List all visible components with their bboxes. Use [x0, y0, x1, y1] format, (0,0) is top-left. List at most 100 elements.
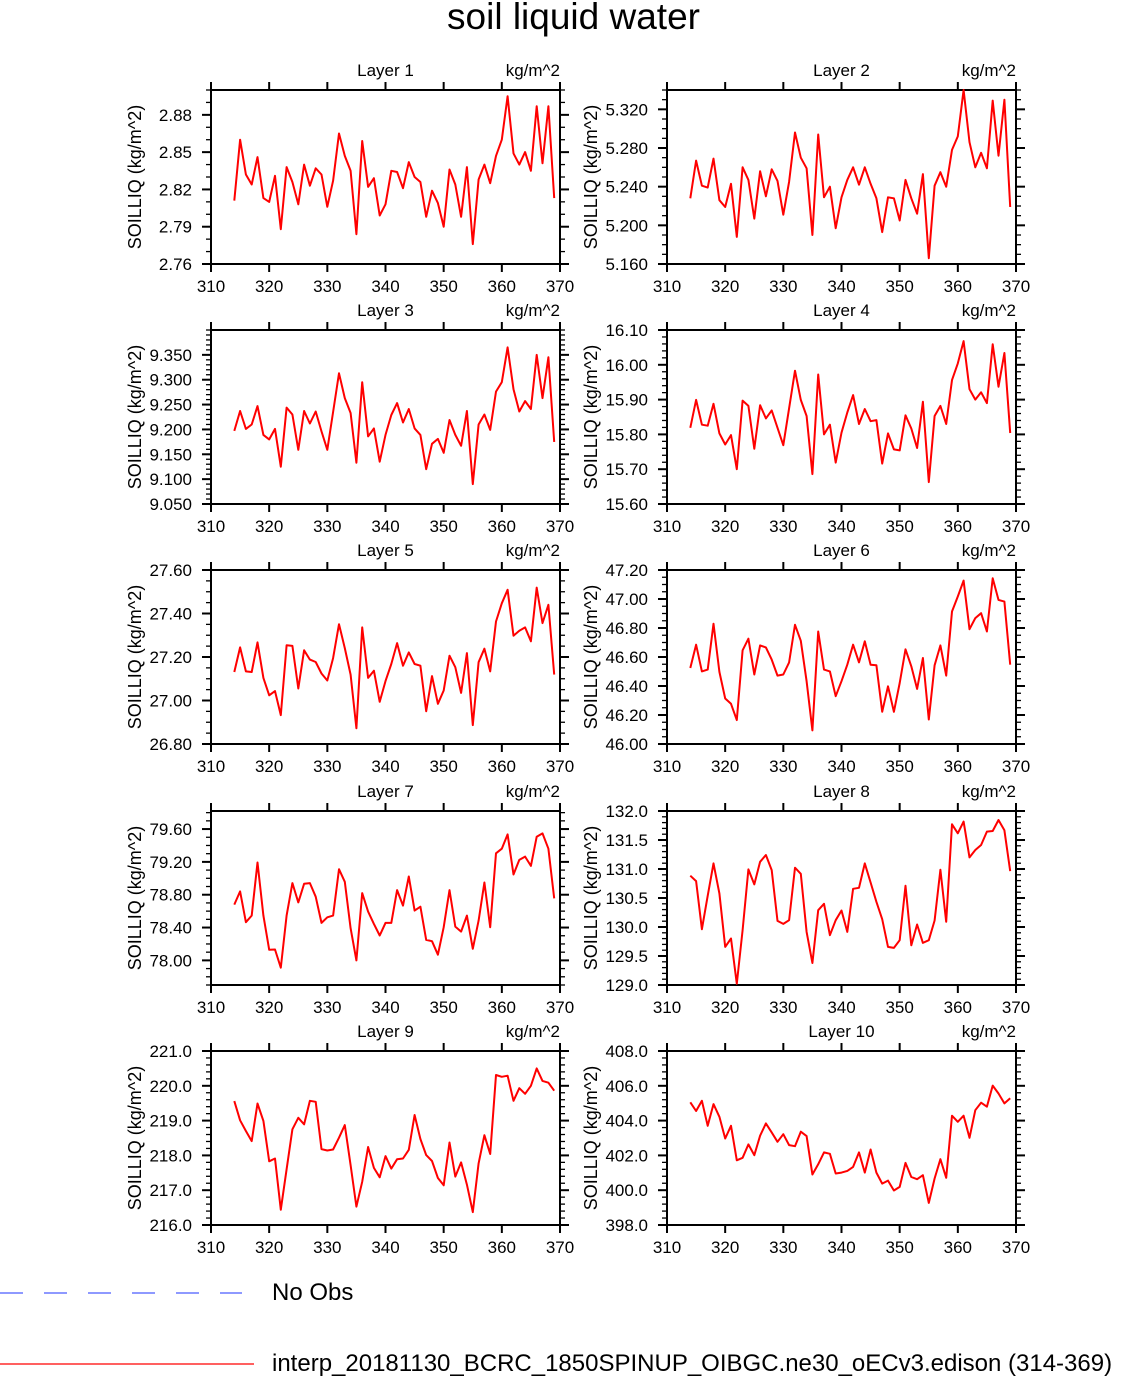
legend-label-no-obs: No Obs — [272, 1279, 354, 1306]
panel-layer-3: 310 320 330 340 350 360 370 9.050 9.100 9.150 9.20… — [125, 301, 574, 536]
x-tick-label: 310 — [653, 1238, 681, 1257]
x-tick-label: 320 — [255, 1238, 283, 1257]
x-tick-label: 340 — [371, 757, 399, 776]
y-tick-label: 131.5 — [605, 831, 648, 850]
series-line — [689, 819, 1012, 985]
x-tick-label: 350 — [885, 277, 913, 296]
y-tick-label: 221.0 — [149, 1042, 192, 1061]
y-tick-label: 46.80 — [605, 619, 648, 638]
y-axis-label: SOILLIQ (kg/m^2) — [581, 585, 601, 729]
y-tick-label: 47.20 — [605, 561, 648, 580]
y-axis-label: SOILLIQ (kg/m^2) — [125, 1066, 145, 1210]
x-tick-label: 330 — [769, 757, 797, 776]
x-tick-label: 360 — [488, 1238, 516, 1257]
x-tick-label: 350 — [885, 998, 913, 1017]
y-tick-label: 404.0 — [605, 1112, 648, 1131]
x-tick-label: 360 — [944, 1238, 972, 1257]
panel-title: Layer 8 — [813, 782, 870, 801]
y-tick-label: 5.200 — [605, 216, 648, 235]
x-tick-label: 350 — [885, 1238, 913, 1257]
y-tick-label: 15.80 — [605, 425, 648, 444]
panel-title: Layer 1 — [357, 61, 414, 80]
panel-units: kg/m^2 — [506, 1022, 560, 1041]
panel-units: kg/m^2 — [962, 541, 1016, 560]
x-tick-label: 330 — [313, 1238, 341, 1257]
panel-layer-7: 310 320 330 340 350 360 370 78.00 78.40 78.80 79.2… — [125, 782, 574, 1017]
panel-title: Layer 7 — [357, 782, 414, 801]
x-tick-label: 350 — [429, 1238, 457, 1257]
x-tick-label: 310 — [197, 998, 225, 1017]
panel-units: kg/m^2 — [506, 301, 560, 320]
panel-title: Layer 6 — [813, 541, 870, 560]
x-tick-label: 350 — [885, 517, 913, 536]
x-tick-label: 360 — [944, 277, 972, 296]
x-tick-label: 320 — [255, 998, 283, 1017]
y-tick-label: 408.0 — [605, 1042, 648, 1061]
y-tick-label: 5.240 — [605, 178, 648, 197]
x-tick-label: 360 — [488, 757, 516, 776]
x-tick-label: 340 — [827, 998, 855, 1017]
plot-frame — [666, 569, 1017, 745]
x-tick-label: 360 — [488, 277, 516, 296]
plot-frame — [666, 1050, 1017, 1226]
y-tick-label: 9.150 — [149, 445, 192, 464]
panel-units: kg/m^2 — [506, 782, 560, 801]
y-axis-label: SOILLIQ (kg/m^2) — [581, 345, 601, 489]
y-axis-label: SOILLIQ (kg/m^2) — [125, 585, 145, 729]
x-tick-label: 310 — [653, 277, 681, 296]
panel-layer-1: 310 320 330 340 350 360 370 2.76 2.79 2.82 2.85 2.8… — [125, 61, 574, 296]
x-tick-label: 360 — [944, 998, 972, 1017]
plot-frame — [666, 329, 1017, 505]
y-tick-label: 130.5 — [605, 889, 648, 908]
y-tick-label: 46.00 — [605, 735, 648, 754]
panel-units: kg/m^2 — [962, 301, 1016, 320]
y-tick-label: 2.76 — [159, 255, 192, 274]
y-tick-label: 46.20 — [605, 706, 648, 725]
x-tick-label: 330 — [769, 277, 797, 296]
x-tick-label: 370 — [1002, 517, 1030, 536]
y-tick-label: 27.40 — [149, 605, 192, 624]
figure-title: soil liquid water — [447, 0, 700, 37]
y-axis-label: SOILLIQ (kg/m^2) — [125, 826, 145, 970]
y-tick-label: 46.60 — [605, 648, 648, 667]
series-line — [233, 586, 556, 730]
y-tick-label: 5.160 — [605, 255, 648, 274]
panel-layer-6: 310 320 330 340 350 360 370 46.00 46.20 46.40 46.6… — [581, 541, 1030, 776]
x-tick-label: 330 — [313, 517, 341, 536]
y-tick-label: 16.00 — [605, 356, 648, 375]
series-line — [689, 577, 1012, 732]
panel-units: kg/m^2 — [962, 1022, 1016, 1041]
y-tick-label: 131.0 — [605, 860, 648, 879]
y-tick-label: 219.0 — [149, 1112, 192, 1131]
y-tick-label: 9.250 — [149, 396, 192, 415]
y-tick-label: 216.0 — [149, 1216, 192, 1235]
series-line — [233, 95, 556, 246]
x-tick-label: 370 — [546, 277, 574, 296]
y-tick-label: 9.350 — [149, 346, 192, 365]
x-tick-label: 350 — [429, 277, 457, 296]
x-tick-label: 330 — [313, 277, 341, 296]
x-tick-label: 370 — [546, 1238, 574, 1257]
panel-layer-2: 310 320 330 340 350 360 370 5.160 5.200 5.240 5.28… — [581, 61, 1030, 296]
panel-title: Layer 10 — [808, 1022, 874, 1041]
y-axis-label: SOILLIQ (kg/m^2) — [581, 826, 601, 970]
x-tick-label: 340 — [371, 277, 399, 296]
series-line — [689, 89, 1012, 260]
x-tick-label: 350 — [429, 517, 457, 536]
y-tick-label: 16.10 — [605, 321, 648, 340]
panel-layer-8: 310 320 330 340 350 360 370 129.0 129.5 130.0 130.… — [581, 782, 1030, 1017]
y-tick-label: 2.85 — [159, 143, 192, 162]
x-tick-label: 370 — [1002, 998, 1030, 1017]
x-tick-label: 310 — [197, 1238, 225, 1257]
x-tick-label: 350 — [429, 757, 457, 776]
y-tick-label: 402.0 — [605, 1146, 648, 1165]
panel-layer-5: 310 320 330 340 350 360 370 26.80 27.00 27.20 27.4… — [125, 541, 574, 776]
y-tick-label: 5.280 — [605, 139, 648, 158]
y-tick-label: 46.40 — [605, 677, 648, 696]
panel-units: kg/m^2 — [962, 61, 1016, 80]
x-tick-label: 360 — [488, 998, 516, 1017]
legend-label-model: interp_20181130_BCRC_1850SPINUP_OIBGC.ne… — [272, 1350, 1113, 1377]
y-tick-label: 9.300 — [149, 371, 192, 390]
x-tick-label: 370 — [546, 757, 574, 776]
